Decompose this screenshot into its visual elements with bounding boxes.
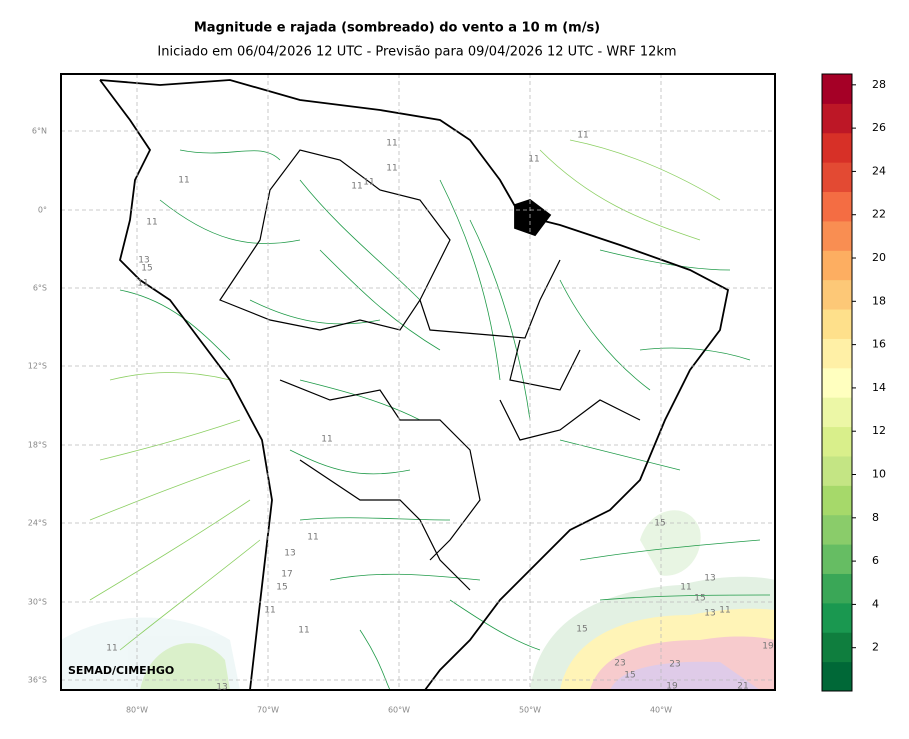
map-frame: [60, 73, 776, 691]
colorbar-tick-label: 24: [872, 164, 886, 177]
contour-label: 11: [386, 164, 397, 174]
colorbar-tick-label: 20: [872, 251, 886, 264]
lon-tick-label: 50°W: [519, 706, 541, 715]
contour-label: 13: [138, 256, 149, 266]
colorbar-tick-label: 8: [872, 511, 879, 524]
colorbar-tick-label: 22: [872, 208, 886, 221]
colorbar-tick-label: 10: [872, 468, 886, 481]
contour-label: 23: [669, 660, 680, 670]
lat-tick-label: 12°S: [28, 362, 47, 371]
contour-label: 11: [577, 131, 588, 141]
contour-label: 15: [141, 264, 152, 274]
colorbar-tick-label: 4: [872, 597, 879, 610]
coastlines: [99, 79, 730, 690]
contour-label: 11: [680, 583, 691, 593]
colorbar-band: [822, 661, 852, 692]
colorbar-tick-label: 26: [872, 121, 886, 134]
lat-tick-label: 18°S: [28, 441, 47, 450]
colorbar-band: [822, 514, 852, 545]
colorbar-band: [822, 367, 852, 398]
contour-label: 11: [307, 533, 318, 543]
lat-tick-label: 36°S: [28, 676, 47, 685]
contour-label: 19: [762, 642, 774, 652]
contour-label: 11: [137, 279, 148, 289]
contour-label: 11: [363, 178, 374, 188]
contour-label: 19: [666, 682, 678, 692]
colorbar-band: [822, 74, 852, 104]
colorbar-band: [822, 455, 852, 486]
lon-tick-label: 40°W: [650, 706, 672, 715]
lat-tick-label: 6°N: [32, 127, 47, 136]
colorbar-band: [822, 485, 852, 516]
contour-label: 13: [216, 683, 227, 693]
lat-tick-label: 30°S: [28, 598, 47, 607]
contour-label: 11: [298, 626, 309, 636]
title: Magnitude e rajada (sombreado) do vento …: [194, 21, 600, 36]
contour-label: 15: [576, 625, 587, 635]
borders: [219, 149, 641, 591]
colorbar-band: [822, 397, 852, 428]
contour-label: 11: [719, 606, 730, 616]
colorbar-band: [822, 250, 852, 281]
contour-label: 11: [264, 606, 275, 616]
contour-label: 15: [654, 519, 665, 529]
colorbar-tick-label: 6: [872, 554, 879, 567]
contour-label: 13: [284, 549, 295, 559]
colorbar-band: [822, 191, 852, 222]
contour-label: 11: [106, 644, 117, 654]
contour-label: 15: [624, 671, 635, 681]
colorbar-tick-label: 16: [872, 338, 886, 351]
contour-label: 15: [276, 583, 287, 593]
colorbar-band: [822, 220, 852, 251]
colorbar-band: [822, 544, 852, 574]
contour-label: 11: [528, 155, 539, 165]
contour-label: 15: [694, 594, 705, 604]
colorbar-tick-label: 18: [872, 294, 886, 307]
colorbar-frame: [821, 73, 853, 692]
contour-label: 23: [614, 659, 625, 669]
contour-label: 11: [386, 139, 397, 149]
grid: [61, 74, 775, 690]
streamlines: [89, 139, 771, 690]
colorbar-band: [822, 426, 852, 457]
colorbar-band: [822, 573, 852, 604]
lon-tick-label: 60°W: [388, 706, 410, 715]
lat-tick-label: 24°S: [28, 519, 47, 528]
contour-label: 11: [321, 435, 332, 445]
colorbar-band: [822, 309, 852, 339]
contour-label: 11: [146, 218, 157, 228]
wind-shading: [61, 510, 775, 690]
colorbar-band: [822, 279, 852, 310]
colorbar-band: [822, 132, 852, 163]
contour-label: 13: [704, 574, 715, 584]
colorbar-tick-label: 14: [872, 381, 886, 394]
colorbar-tick-label: 2: [872, 641, 879, 654]
credit: SEMAD/CIMEHGO: [68, 664, 174, 677]
colorbar-tick-label: 12: [872, 424, 886, 437]
colorbar-band: [822, 602, 852, 633]
lon-tick-label: 80°W: [126, 706, 148, 715]
lat-tick-label: 6°S: [33, 284, 47, 293]
contour-label: 21: [737, 682, 748, 692]
contour-label: 13: [704, 609, 715, 619]
map: [61, 74, 775, 690]
contour-label: 17: [281, 570, 292, 580]
colorbar-band: [822, 338, 852, 369]
lon-tick-label: 70°W: [257, 706, 279, 715]
subtitle: Iniciado em 06/04/2026 12 UTC - Previsão…: [157, 45, 676, 60]
colorbar-band: [822, 632, 852, 663]
colorbar-band: [822, 103, 852, 134]
colorbar-tick-label: 28: [872, 78, 886, 91]
contour-label: 11: [178, 176, 189, 186]
lat-tick-label: 0°: [38, 206, 47, 215]
colorbar-band: [822, 162, 852, 193]
contour-label: 11: [351, 182, 362, 192]
